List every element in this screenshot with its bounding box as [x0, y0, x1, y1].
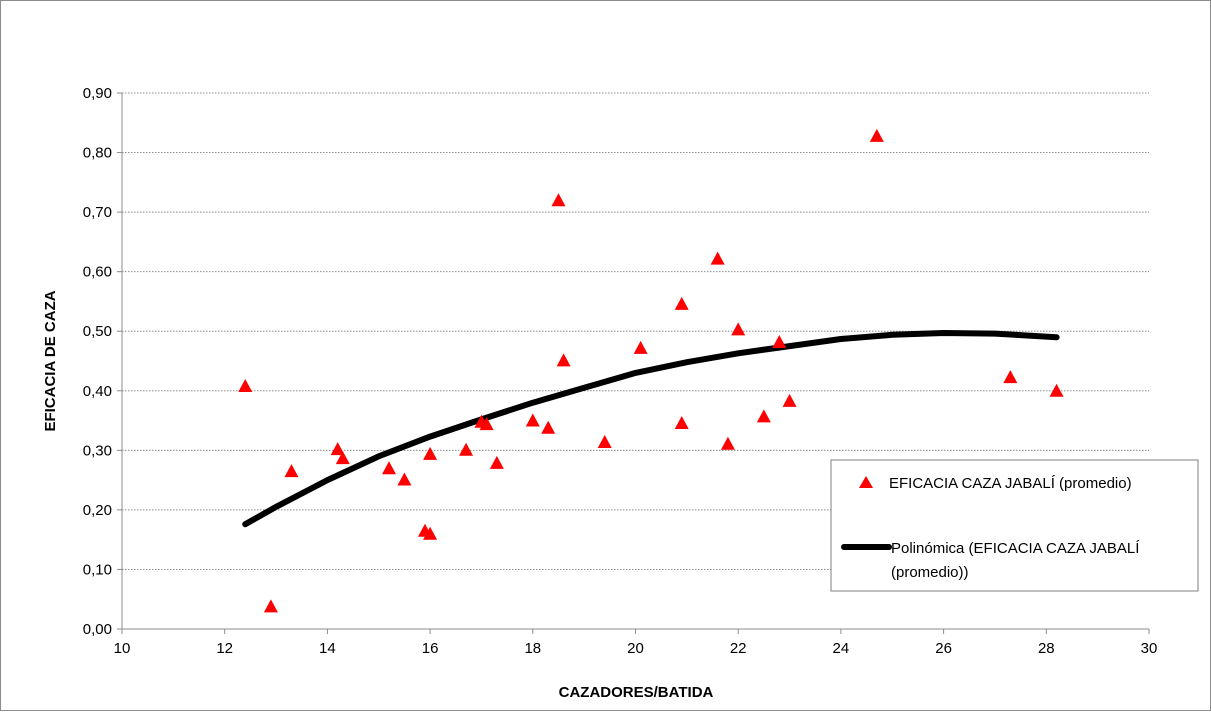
- x-tick-label: 24: [833, 640, 850, 657]
- data-point-triangle: [674, 415, 689, 429]
- y-tick-label: 0,40: [83, 383, 112, 400]
- legend-box: [830, 459, 1199, 592]
- data-point-triangle: [556, 353, 571, 367]
- data-point-triangle: [1003, 370, 1018, 384]
- y-tick-label: 0,20: [83, 502, 112, 519]
- gridlines: [122, 92, 1149, 570]
- data-point-triangle: [525, 413, 540, 427]
- data-point-triangle: [710, 251, 725, 265]
- data-point-triangle: [731, 322, 746, 336]
- data-point-triangle: [869, 128, 884, 142]
- x-tick-label: 28: [1038, 640, 1055, 657]
- legend-trendline-line1: Polinómica (EFICACIA CAZA JABALÍ: [891, 540, 1140, 557]
- legend: EFICACIA CAZA JABALÍ (promedio) Polinómi…: [830, 459, 1199, 592]
- x-tick-label: 10: [114, 640, 131, 657]
- legend-trendline-line2: (promedio)): [891, 564, 969, 581]
- x-tick-label: 16: [422, 640, 439, 657]
- x-axis-title: CAZADORES/BATIDA: [559, 684, 714, 701]
- data-point-triangle: [397, 472, 412, 486]
- data-point-triangle: [423, 446, 438, 460]
- trendline-path: [242, 330, 1060, 528]
- x-tick-label: 20: [627, 640, 644, 657]
- data-point-triangle: [423, 526, 438, 540]
- data-point-triangle: [335, 451, 350, 465]
- y-tick-label: 0,50: [83, 323, 112, 340]
- y-tick-label: 0,90: [83, 85, 112, 102]
- data-point-triangle: [489, 455, 504, 469]
- data-point-triangle: [238, 379, 253, 393]
- x-tick-label: 30: [1141, 640, 1158, 657]
- data-point-triangle: [551, 193, 566, 207]
- axes: [117, 92, 1150, 634]
- data-point-triangle: [459, 442, 474, 456]
- data-point-triangle: [633, 340, 648, 354]
- x-tick-label: 18: [524, 640, 541, 657]
- y-axis-title: EFICACIA DE CAZA: [42, 290, 59, 431]
- data-point-triangle: [1049, 383, 1064, 397]
- x-tick-label: 22: [730, 640, 747, 657]
- legend-label-series: EFICACIA CAZA JABALÍ (promedio): [889, 475, 1132, 492]
- x-tick-label: 12: [216, 640, 233, 657]
- y-tick-label: 0,10: [83, 561, 112, 578]
- data-point-triangle: [597, 434, 612, 448]
- data-point-triangle: [772, 334, 787, 348]
- legend-label-trendline: Polinómica (EFICACIA CAZA JABALÍ (promed…: [891, 540, 1144, 581]
- data-point-triangle: [382, 461, 397, 475]
- x-tick-label: 14: [319, 640, 336, 657]
- data-point-triangle: [263, 599, 278, 613]
- x-tick-label: 26: [935, 640, 952, 657]
- y-tick-label: 0,30: [83, 442, 112, 459]
- tick-labels: 0,00 0,10 0,20 0,30 0,40 0,50 0,60 0,70 0,80 0,90…: [83, 85, 1158, 657]
- data-point-triangle: [541, 420, 556, 434]
- y-tick-label: 0,00: [83, 621, 112, 638]
- data-point-triangle: [756, 409, 771, 423]
- data-point-triangle: [284, 464, 299, 478]
- legend-triangle-icon: [859, 476, 873, 488]
- data-point-triangle: [782, 393, 797, 407]
- data-point-triangle: [330, 442, 345, 456]
- y-tick-label: 0,80: [83, 145, 112, 162]
- data-points: [238, 128, 1064, 613]
- data-point-triangle: [720, 436, 735, 450]
- y-tick-label: 0,60: [83, 264, 112, 281]
- data-point-triangle: [479, 417, 494, 431]
- y-tick-label: 0,70: [83, 204, 112, 221]
- data-point-triangle: [674, 296, 689, 310]
- trendline: [242, 330, 1060, 528]
